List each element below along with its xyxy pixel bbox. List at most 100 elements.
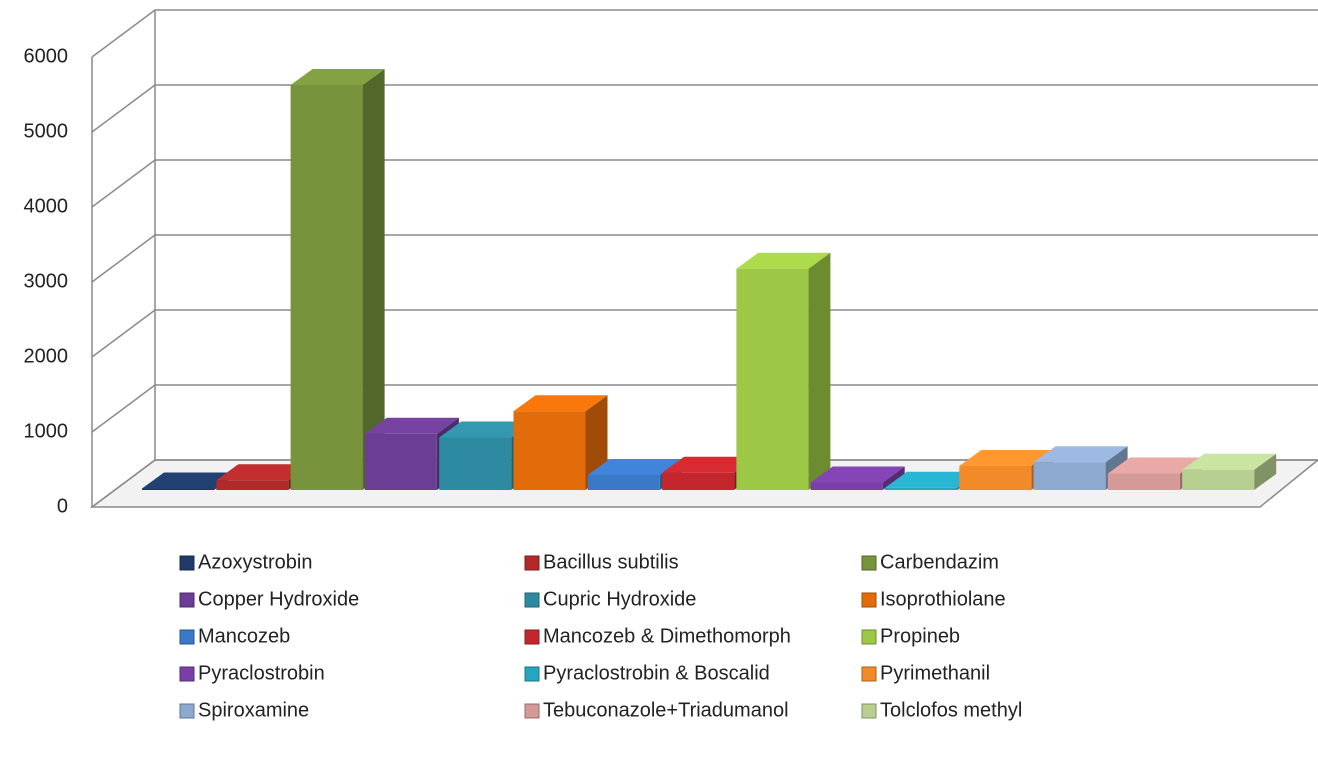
y-tick-label: 4000 — [24, 195, 69, 217]
bar-top — [142, 472, 236, 489]
grid-line — [91, 159, 1318, 208]
bar-front — [142, 488, 214, 490]
bar — [736, 252, 831, 490]
legend-swatch — [179, 666, 195, 682]
bar-side — [362, 69, 385, 490]
legend-label: Copper Hydroxide — [198, 588, 359, 610]
bar-front — [1107, 473, 1180, 490]
bar-top — [587, 459, 682, 475]
bar-top — [736, 252, 831, 269]
axes: 0 1000 2000 3000 4000 5000 6000 — [24, 9, 1318, 517]
legend-label: Pyraclostrobin & Boscalid — [543, 662, 770, 684]
bar-top — [885, 471, 979, 488]
grid-line — [91, 84, 1318, 133]
grid-line — [91, 309, 1318, 358]
bar — [290, 69, 385, 490]
legend-label: Carbendazim — [880, 551, 999, 573]
legend-label: Tolclofos methyl — [880, 699, 1022, 721]
legend-item: Copper Hydroxide — [179, 588, 359, 610]
legend-label: Azoxystrobin — [198, 551, 313, 573]
bar-front — [1033, 462, 1106, 490]
bar-front — [587, 475, 660, 490]
legend-item: Azoxystrobin — [179, 551, 313, 573]
bar-side — [1254, 453, 1277, 490]
legend-label: Mancozeb & Dimethomorph — [543, 625, 791, 647]
legend-swatch — [861, 629, 877, 645]
legend-swatch — [524, 629, 540, 645]
legend-label: Pyraclostrobin — [198, 662, 325, 684]
legend-label: Tebuconazole+Triadumanol — [543, 699, 789, 721]
legend-swatch — [861, 555, 877, 571]
legend-item: Pyrimethanil — [861, 662, 990, 684]
bar-front — [290, 85, 363, 490]
legend-swatch — [524, 592, 540, 608]
bar-front — [364, 433, 437, 490]
bar-top — [1107, 457, 1202, 474]
legend-item: Mancozeb — [179, 625, 290, 647]
y-tick-label: 5000 — [24, 120, 69, 142]
legend-item: Carbendazim — [861, 551, 999, 573]
legend-item: Tolclofos methyl — [861, 699, 1022, 721]
legend-swatch — [179, 629, 195, 645]
bar-top — [959, 450, 1054, 466]
legend-swatch — [861, 592, 877, 608]
legend: Azoxystrobin Bacillus subtilis Carbendazim… — [179, 551, 1022, 721]
y-tick-label: 0 — [57, 495, 68, 517]
legend-label: Mancozeb — [198, 625, 290, 647]
bar-side — [882, 466, 905, 490]
bar — [810, 466, 905, 490]
bar — [1033, 446, 1128, 490]
legend-item: Pyraclostrobin & Boscalid — [524, 662, 770, 684]
legend-swatch — [179, 703, 195, 719]
y-tick-label: 1000 — [24, 420, 69, 442]
legend-item: Mancozeb & Dimethomorph — [524, 625, 791, 647]
y-tick-label: 3000 — [24, 270, 69, 292]
legend-item: Cupric Hydroxide — [524, 588, 696, 610]
bar-top — [513, 395, 608, 412]
y-tick-label: 6000 — [24, 45, 69, 67]
legend-item: Propineb — [861, 625, 960, 647]
bar-front — [810, 482, 883, 490]
bar-front — [885, 487, 957, 490]
bar-top — [1033, 446, 1128, 463]
grid-line — [91, 9, 1318, 58]
legend-swatch — [524, 703, 540, 719]
grid-line — [91, 384, 1318, 433]
bar-top — [662, 456, 757, 473]
legend-swatch — [861, 703, 877, 719]
legend-label: Cupric Hydroxide — [543, 588, 696, 610]
legend-label: Spiroxamine — [198, 699, 309, 721]
legend-swatch — [861, 666, 877, 682]
bar-top — [1182, 453, 1277, 470]
bar-front — [513, 411, 586, 490]
bars — [142, 69, 1277, 490]
bar-front — [1182, 469, 1255, 490]
bar-top — [810, 466, 905, 483]
legend-item: Pyraclostrobin — [179, 662, 325, 684]
bar-front — [959, 466, 1032, 490]
bar — [1182, 453, 1277, 490]
legend-item: Spiroxamine — [179, 699, 309, 721]
legend-swatch — [524, 555, 540, 571]
y-tick-label: 2000 — [24, 345, 69, 367]
legend-swatch — [524, 666, 540, 682]
legend-swatch — [179, 592, 195, 608]
legend-item: Tebuconazole+Triadumanol — [524, 699, 789, 721]
legend-label: Propineb — [880, 625, 960, 647]
legend-swatch — [179, 555, 195, 571]
grid-line — [91, 234, 1318, 283]
grid-line — [91, 459, 1318, 508]
legend-label: Bacillus subtilis — [543, 551, 679, 573]
legend-item: Bacillus subtilis — [524, 551, 679, 573]
bar — [587, 459, 682, 490]
bar-top — [216, 464, 311, 481]
bar-top — [364, 417, 459, 434]
bar-side — [808, 252, 831, 490]
legend-label: Isoprothiolane — [880, 588, 1006, 610]
bar-front — [439, 437, 512, 490]
legend-label: Pyrimethanil — [880, 662, 990, 684]
bar-front — [736, 268, 809, 490]
bar-top — [290, 69, 385, 85]
bar-front — [662, 472, 735, 490]
